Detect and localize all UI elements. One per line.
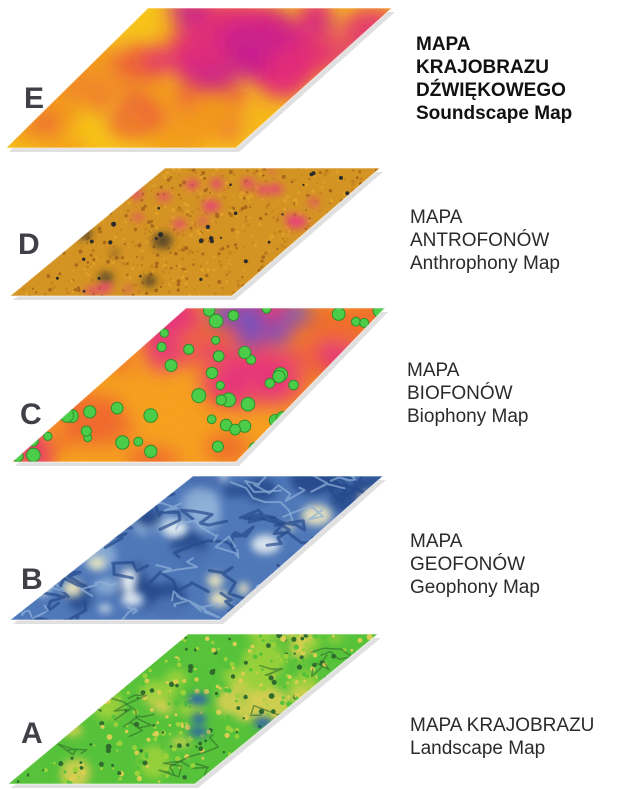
caption-line: DŹWIĘKOWEGO	[416, 80, 566, 101]
anthrophony-map-layer	[10, 168, 380, 296]
caption-line: BIOFONÓW	[407, 383, 513, 404]
layer-letter-a: A	[21, 717, 43, 750]
caption-line: MAPA	[416, 34, 471, 55]
caption-line: Geophony Map	[410, 577, 540, 598]
layer-outline	[4, 7, 394, 149]
layer-letter-e: E	[24, 82, 45, 115]
caption-line: Anthrophony Map	[410, 253, 560, 274]
landscape-map-layer	[8, 634, 378, 784]
layer-letter-b: B	[21, 563, 43, 596]
caption-anthrophony-map: MAPA ANTROFONÓW Anthrophony Map	[410, 206, 560, 275]
soundscape-map-layer	[6, 8, 392, 148]
caption-line: KRAJOBRAZU	[416, 57, 549, 78]
layer-letter-c: C	[20, 398, 42, 431]
caption-soundscape-map: MAPA KRAJOBRAZU DŹWIĘKOWEGO Soundscape M…	[416, 33, 572, 125]
caption-line: MAPA	[410, 531, 463, 552]
caption-line: MAPA KRAJOBRAZU	[410, 715, 595, 736]
caption-landscape-map: MAPA KRAJOBRAZU Landscape Map	[410, 714, 594, 760]
biophony-map-layer	[12, 308, 385, 462]
caption-line: ANTROFONÓW	[410, 230, 550, 251]
caption-line: Soundscape Map	[416, 103, 573, 124]
caption-geophony-map: MAPA GEOFONÓW Geophony Map	[410, 530, 540, 599]
caption-line: MAPA	[407, 360, 460, 381]
layer-letter-d: D	[18, 228, 40, 261]
layer-outline	[10, 307, 387, 463]
caption-line: GEOFONÓW	[410, 554, 526, 575]
layer-outline	[8, 475, 385, 621]
caption-line: Biophony Map	[407, 406, 529, 427]
caption-biophony-map: MAPA BIOFONÓW Biophony Map	[407, 359, 528, 428]
layer-outline	[6, 633, 380, 785]
caption-line: MAPA	[410, 207, 463, 228]
caption-line: Landscape Map	[410, 738, 546, 759]
layer-outline	[8, 167, 382, 297]
geophony-map-layer	[10, 476, 383, 620]
